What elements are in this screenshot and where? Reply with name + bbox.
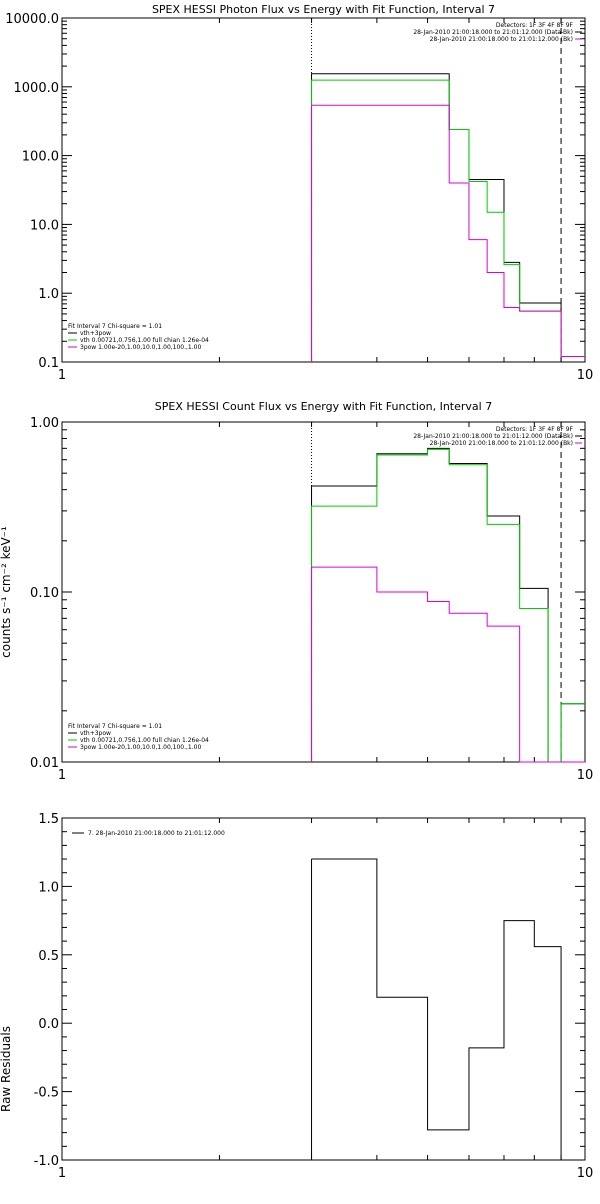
panel2-fit-info-line: 3pow 1.00e-20,1.00,10.0,1.00,100.,1.00 [80,744,201,751]
panel1-y-tick-label: 1000.0 [14,81,60,96]
panel1-y-tick-label: 1.0 [38,287,59,302]
panel2-fit-info-line: vth 0.00721,0.756,1.00 full chian 1.26e-… [80,737,209,744]
panel1-series-model-step-line [311,79,585,362]
panel2-x-tick-label: 10 [577,768,594,783]
panel2-y-tick-label: 0.01 [30,756,59,771]
panel2-series-component-step-line [311,566,585,763]
panel1-series-data-step-line [311,73,585,362]
panel3-y-tick-label: -0.5 [34,1086,59,1101]
panel1-series-component-step-line [311,104,585,362]
panel3-y-axis-label: Raw Residuals [0,1026,13,1112]
panel1-info-top-line: 28-Jan-2010 21:00:18.000 to 21:01:12.000… [413,29,573,36]
panel3-legend-label: 7. 28-Jan-2010 21:00:18.000 to 21:01:12.… [88,830,225,837]
panel3-y-tick-label: 0.0 [38,1017,59,1032]
panel1-x-tick-label: 10 [577,368,594,383]
panel2-y-axis-label: counts s⁻¹ cm⁻² keV⁻¹ [0,526,13,658]
panel1-fit-info-line: vth 0.00721,0.756,1.00 full chian 1.26e-… [80,337,209,344]
panel3-x-tick-label: 1 [58,1166,66,1181]
panel1-fit-info-line: 3pow 1.00e-20,1.00,10.0,1.00,100.,1.00 [80,344,201,351]
panel2-info-top-line: 28-Jan-2010 21:00:18.000 to 21:01:12.000… [430,440,573,447]
panel2-y-tick-label: 0.10 [30,586,59,601]
panel3-series-data-step-line [311,858,562,1160]
panel1-info-top-line: Detectors: 1F 3F 4F 8F 9F [496,22,574,29]
panel3-x-tick-label: 10 [577,1166,594,1181]
panel3-y-tick-label: 1.5 [38,812,59,827]
panel3-y-tick-label: 1.0 [38,880,59,895]
panel1-y-tick-label: 10.0 [30,218,59,233]
panel2-y-tick-label: 1.00 [30,416,59,431]
panel1-y-tick-label: 0.1 [38,356,59,371]
panel1-fit-info-line: vth+3pow [80,330,111,337]
panel1-y-tick-label: 10000.0 [5,12,59,27]
panel2-fit-info-line: Fit Interval 7 Chi-square = 1.01 [68,723,162,730]
panel2-x-tick-label: 1 [58,768,66,783]
panel2-plot-frame [61,421,586,763]
panel3-y-tick-label: 0.5 [38,949,59,964]
panel2-series-data-step-line [311,447,585,763]
panel3-y-tick-label: -1.0 [34,1154,59,1169]
panel2-info-top-line: Detectors: 1F 3F 4F 8F 9F [496,426,574,433]
panel2-fit-info-line: vth+3pow [80,730,111,737]
panel1-info-top-line: 28-Jan-2010 21:00:18.000 to 21:01:12.000… [430,36,573,43]
panel1-chart-title: SPEX HESSI Photon Flux vs Energy with Fi… [152,3,495,16]
panel2-chart-title: SPEX HESSI Count Flux vs Energy with Fit… [155,400,492,413]
panel2-series-model-step-line [311,448,585,763]
panel1-fit-info-line: Fit Interval 7 Chi-square = 1.01 [68,323,162,330]
panel1-plot-frame [61,17,586,363]
panel1-y-tick-label: 100.0 [22,150,59,165]
panel3-plot-frame [61,817,586,1161]
panel2-info-top-line: 28-Jan-2010 21:00:18.000 to 21:01:12.000… [413,433,573,440]
panel1-x-tick-label: 1 [58,368,66,383]
